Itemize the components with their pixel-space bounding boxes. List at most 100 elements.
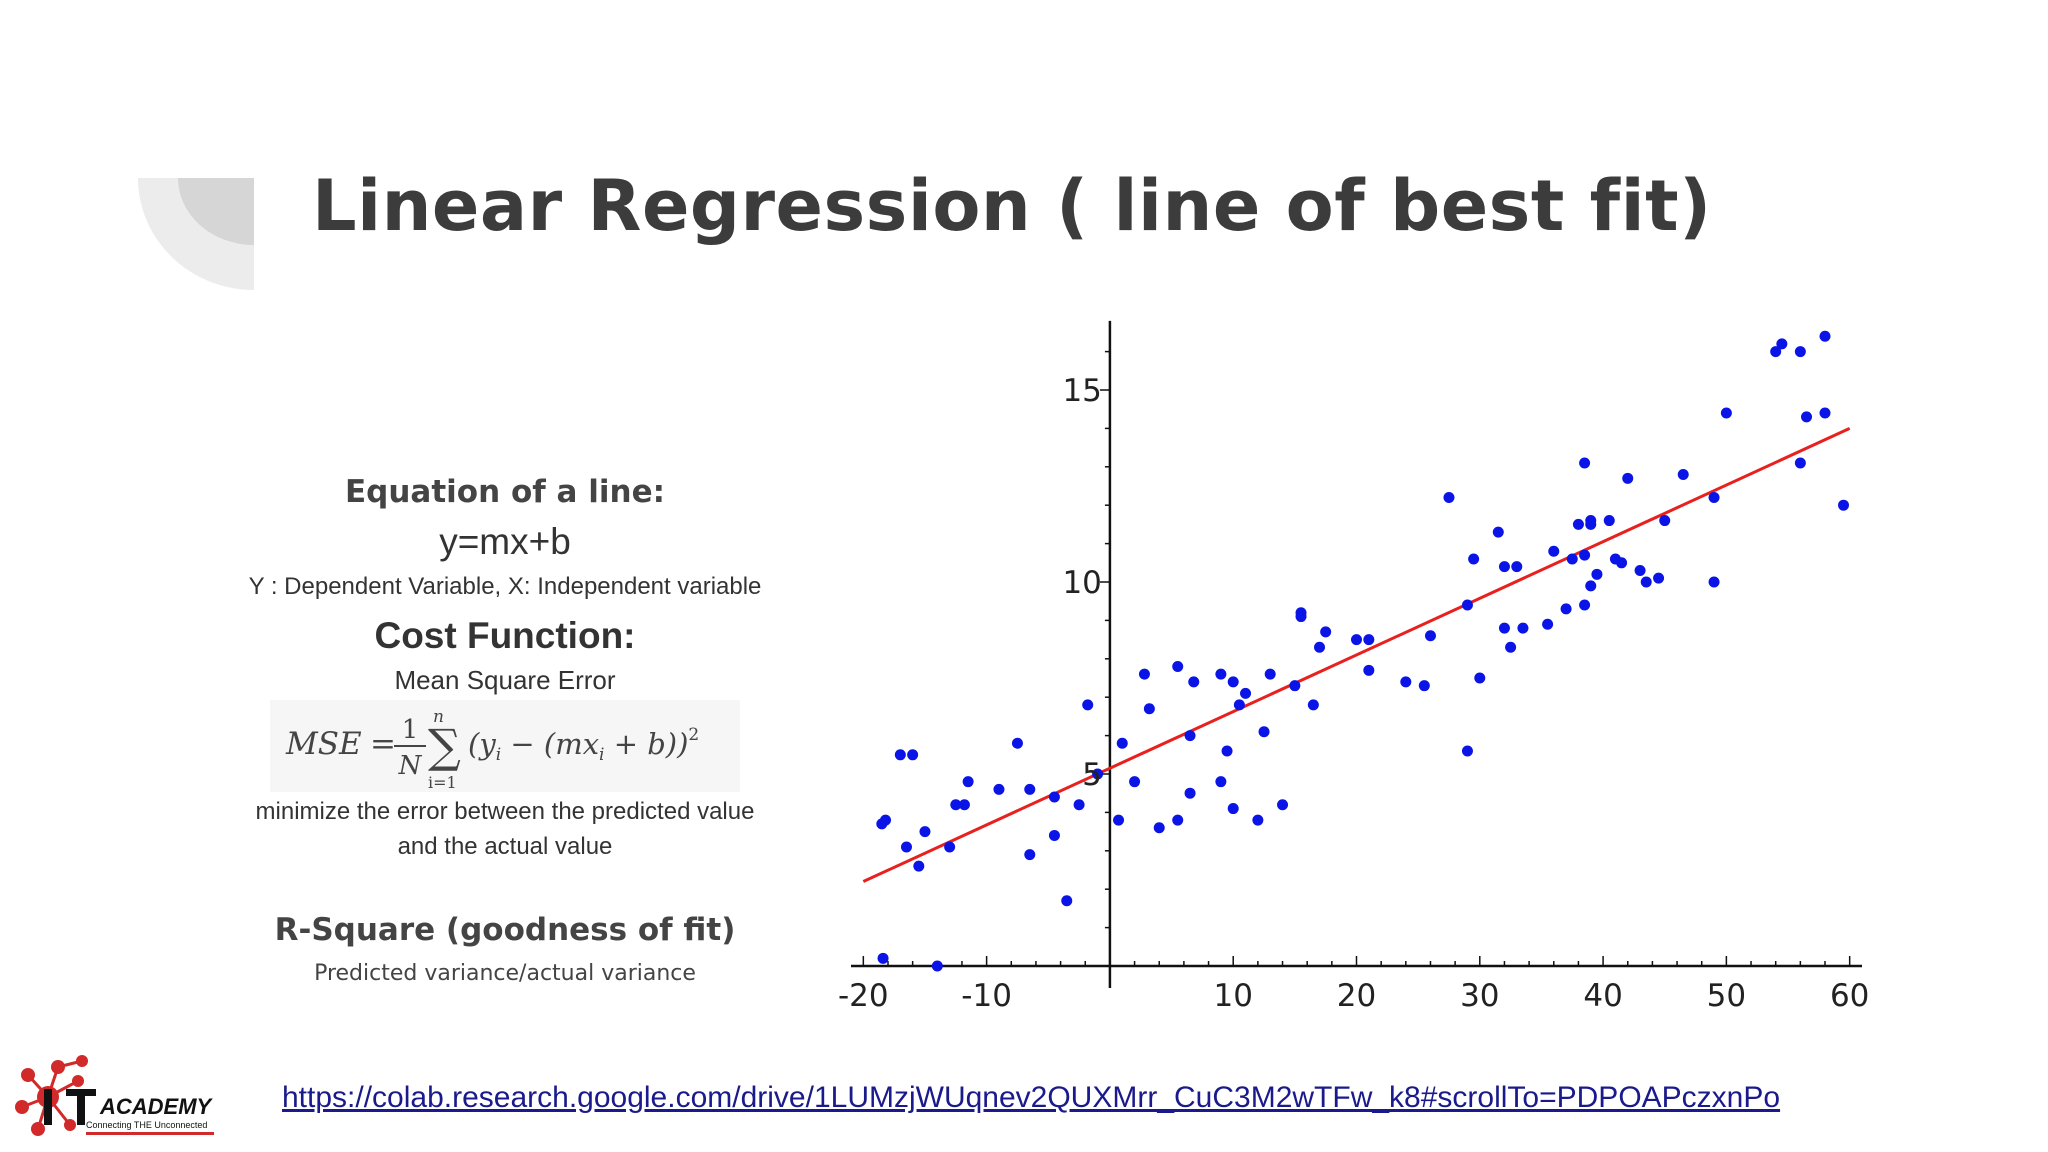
data-point xyxy=(907,749,919,761)
logo-underline xyxy=(86,1132,214,1135)
data-point xyxy=(1024,849,1036,861)
data-point xyxy=(1505,641,1517,653)
data-point xyxy=(1048,791,1060,803)
line-equation: y=mx+b xyxy=(439,521,571,562)
data-point xyxy=(1708,576,1720,588)
rsquare-heading: R-Square (goodness of fit) xyxy=(274,912,736,948)
mse-body-end: + b)) xyxy=(604,727,688,761)
data-point xyxy=(1264,668,1276,680)
data-point xyxy=(1424,630,1436,642)
data-point xyxy=(1591,568,1603,580)
data-point xyxy=(1233,699,1245,711)
data-point xyxy=(931,960,943,972)
data-point xyxy=(1579,457,1591,469)
data-point xyxy=(1770,346,1782,358)
data-point xyxy=(919,826,931,838)
cost-description-line2: and the actual value xyxy=(397,833,613,860)
data-point xyxy=(1548,545,1560,557)
data-point xyxy=(1468,553,1480,565)
data-point xyxy=(1498,622,1510,634)
variables-description: Y : Dependent Variable, X: Independent v… xyxy=(248,573,762,600)
x-tick-label: 60 xyxy=(1830,978,1869,1014)
data-point xyxy=(1443,492,1455,504)
data-point xyxy=(1277,799,1289,811)
data-point xyxy=(1542,618,1554,630)
data-point xyxy=(1838,499,1850,511)
data-point xyxy=(1082,699,1094,711)
data-point xyxy=(962,776,974,788)
data-point xyxy=(1061,895,1073,907)
x-tick-label: 30 xyxy=(1460,978,1499,1014)
data-point xyxy=(1221,745,1233,757)
x-tick-label: -20 xyxy=(838,978,889,1014)
data-point xyxy=(894,749,906,761)
x-tick-label: 10 xyxy=(1213,978,1252,1014)
data-point xyxy=(1603,515,1615,527)
data-point xyxy=(1240,687,1252,699)
slide-title: Linear Regression ( line of best fit) xyxy=(312,165,1712,247)
molecule-logo-icon xyxy=(15,1055,96,1136)
x-tick-label: 50 xyxy=(1707,978,1746,1014)
data-point xyxy=(880,814,892,826)
data-point xyxy=(1801,411,1813,423)
data-point xyxy=(1474,672,1486,684)
data-point xyxy=(1819,407,1831,419)
mse-denominator: N xyxy=(398,751,423,781)
sum-lower-limit: i=1 xyxy=(428,773,457,792)
data-point xyxy=(1560,603,1572,615)
data-point xyxy=(1511,561,1523,573)
data-point xyxy=(1073,799,1085,811)
mse-body-start: (y xyxy=(468,727,496,761)
data-point xyxy=(900,841,912,853)
mse-body-mid: − (mx xyxy=(501,727,599,761)
data-point xyxy=(1400,676,1412,688)
data-point xyxy=(1113,814,1125,826)
data-point xyxy=(993,783,1005,795)
data-point xyxy=(1634,564,1646,576)
iot-academy-logo: ACADEMY Connecting THE Unconnected xyxy=(8,1045,218,1145)
decorative-corner-shape xyxy=(138,178,254,290)
data-point xyxy=(1579,549,1591,561)
data-point xyxy=(1677,468,1689,480)
data-point xyxy=(1320,626,1332,638)
y-tick-label: 10 xyxy=(1062,565,1101,601)
data-point xyxy=(1289,680,1301,692)
decorative-arc-icon xyxy=(138,178,254,290)
data-point xyxy=(1048,829,1060,841)
data-point xyxy=(1708,492,1720,504)
colab-link[interactable]: https://colab.research.google.com/drive/… xyxy=(282,1081,1781,1114)
data-point xyxy=(1418,680,1430,692)
data-point xyxy=(1227,676,1239,688)
equation-heading: Equation of a line: xyxy=(345,474,665,510)
data-point xyxy=(1215,668,1227,680)
data-point xyxy=(1461,745,1473,757)
data-point xyxy=(958,799,970,811)
mse-power: 2 xyxy=(688,725,699,745)
data-point xyxy=(1129,776,1141,788)
regression-line xyxy=(862,427,1851,883)
data-point xyxy=(1776,338,1788,350)
data-point xyxy=(1172,814,1184,826)
data-point xyxy=(1585,518,1597,530)
data-point xyxy=(1653,572,1665,584)
mse-formula: MSE = 1 N n ∑ i=1 (yi − (mxi + b))2 xyxy=(270,700,740,792)
data-point xyxy=(1794,346,1806,358)
mse-equals: = xyxy=(370,726,396,762)
scatter-chart: -20 -10 10 20 30 40 50 60 5 10 15 xyxy=(810,310,1910,1030)
data-point xyxy=(1363,664,1375,676)
y-tick-label: 5 xyxy=(1082,757,1102,793)
data-point xyxy=(1024,783,1036,795)
data-point xyxy=(913,860,925,872)
data-point xyxy=(1794,457,1806,469)
data-point xyxy=(1579,599,1591,611)
data-point xyxy=(1572,518,1584,530)
y-tick-label: 15 xyxy=(1062,373,1101,409)
rsquare-subheading: Predicted variance/actual variance xyxy=(314,961,696,986)
data-point xyxy=(1720,407,1732,419)
scatter-chart-svg: -20 -10 10 20 30 40 50 60 5 10 15 xyxy=(838,320,1869,1014)
data-point xyxy=(1640,576,1652,588)
cost-function-description: minimize the error between the predicted… xyxy=(210,794,800,864)
x-tick-label: -10 xyxy=(961,978,1012,1014)
svg-text:(yi − (mxi + b))2: (yi − (mxi + b))2 xyxy=(468,725,699,765)
x-tick-label: 20 xyxy=(1337,978,1376,1014)
